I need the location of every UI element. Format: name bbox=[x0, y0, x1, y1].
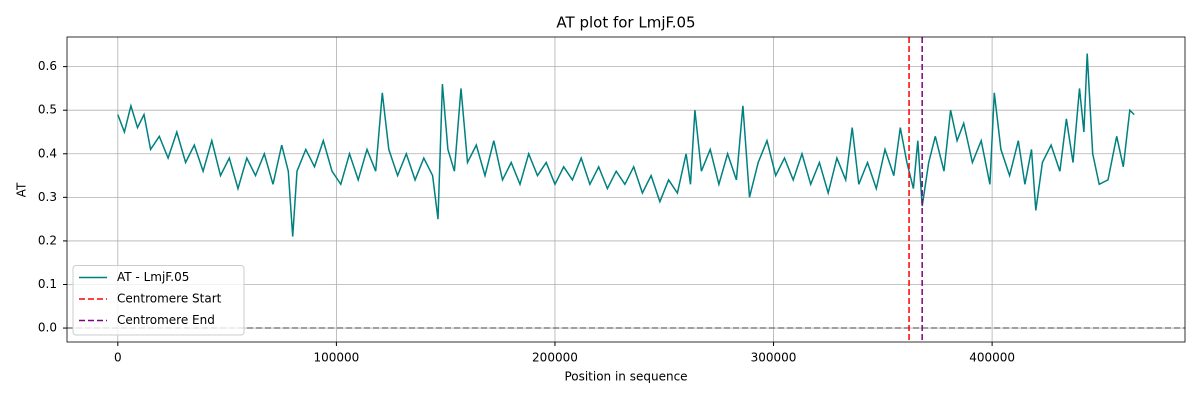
legend-label: AT - LmjF.05 bbox=[117, 270, 189, 284]
y-axis-label: AT bbox=[15, 182, 29, 197]
y-tick-label: 0.5 bbox=[38, 103, 57, 117]
x-tick-label: 300000 bbox=[751, 351, 797, 365]
legend-label: Centromere Start bbox=[117, 292, 222, 306]
y-tick-label: 0.6 bbox=[38, 59, 57, 73]
legend-box bbox=[72, 265, 245, 336]
y-tick-label: 0.4 bbox=[38, 146, 57, 160]
y-tick-label: 0.0 bbox=[38, 321, 57, 335]
y-tick-label: 0.3 bbox=[38, 190, 57, 204]
x-tick-label: 200000 bbox=[532, 351, 578, 365]
x-tick-label: 400000 bbox=[969, 351, 1015, 365]
data-line bbox=[117, 53, 1135, 237]
legend-label: Centromere End bbox=[117, 313, 215, 327]
x-tick-label: 0 bbox=[114, 351, 122, 365]
y-tick-label: 0.2 bbox=[38, 233, 57, 247]
x-tick-label: 100000 bbox=[313, 351, 359, 365]
x-axis-label: Position in sequence bbox=[564, 370, 687, 384]
y-tick-label: 0.1 bbox=[38, 277, 57, 291]
chart-title: AT plot for LmjF.05 bbox=[556, 14, 695, 32]
plot-frame bbox=[66, 36, 1186, 343]
